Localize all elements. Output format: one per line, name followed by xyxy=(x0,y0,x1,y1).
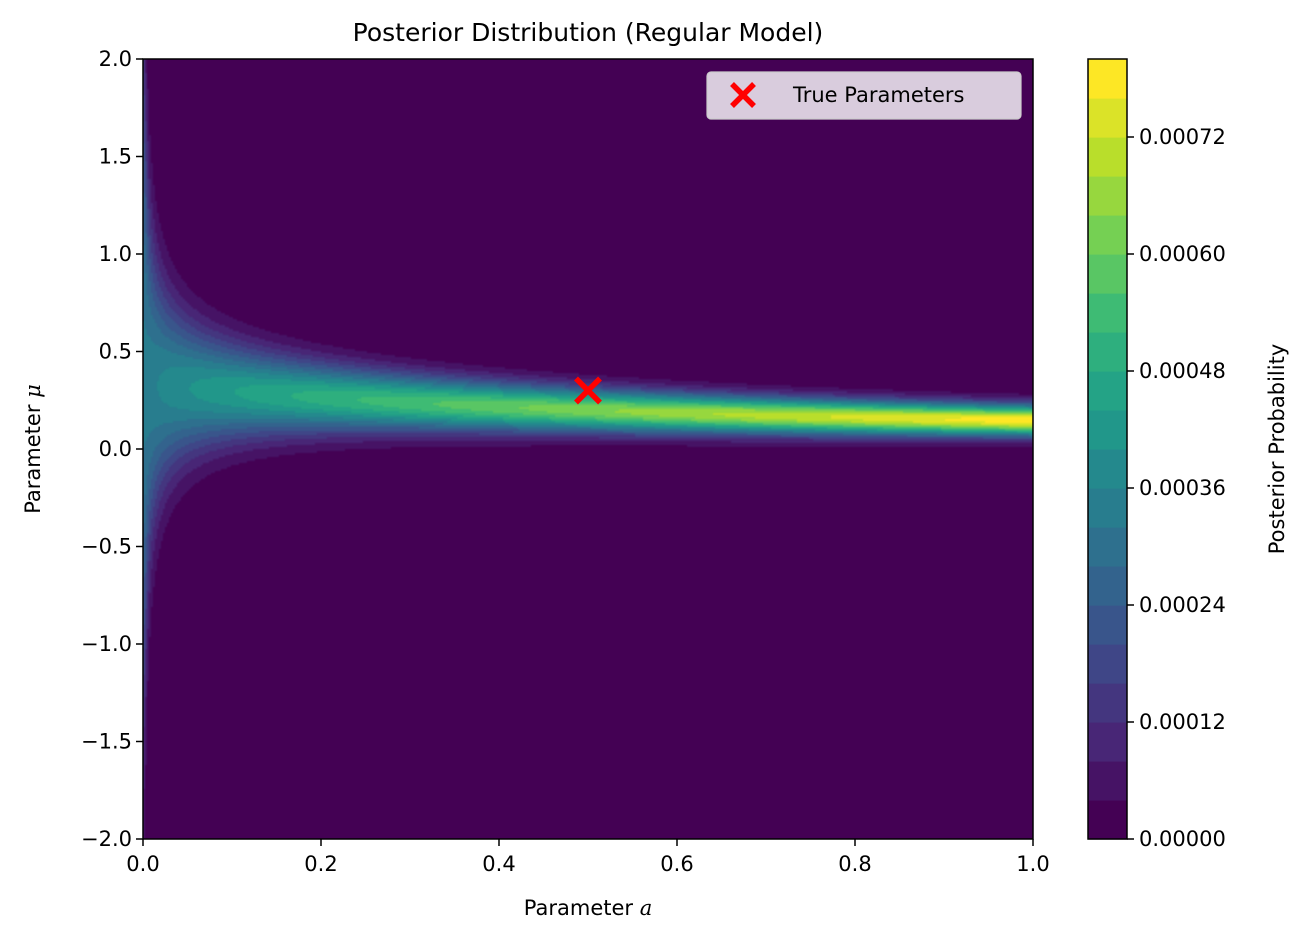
posterior-contour-fill xyxy=(143,59,1033,839)
colorbar-band xyxy=(1088,332,1127,372)
colorbar: 0.00000 0.00012 0.00024 0.00036 0.00048 0.000… xyxy=(1087,58,1289,851)
x-tick-label: 0.2 xyxy=(304,852,337,876)
colorbar-band xyxy=(1088,488,1127,528)
x-axis-label: Parameter a xyxy=(524,896,652,920)
y-tick-label: −0.5 xyxy=(81,535,132,559)
y-tick-label: −1.0 xyxy=(81,632,132,656)
y-tick-label: 1.0 xyxy=(99,242,132,266)
colorbar-label: Posterior Probability xyxy=(1265,344,1289,555)
chart-title: Posterior Distribution (Regular Model) xyxy=(353,18,824,47)
colorbar-band xyxy=(1088,215,1127,255)
x-axis-label-prefix: Parameter xyxy=(524,896,640,920)
x-tick-label: 0.0 xyxy=(126,852,159,876)
legend-marker-icon xyxy=(730,82,756,108)
x-axis: 0.0 0.2 0.4 0.6 0.8 1.0 xyxy=(126,839,1050,876)
colorbar-band xyxy=(1088,566,1127,606)
colorbar-band xyxy=(1088,371,1127,411)
colorbar-tick-label: 0.00012 xyxy=(1139,710,1226,734)
colorbar-band xyxy=(1088,59,1127,99)
y-tick-label: −2.0 xyxy=(81,827,132,851)
colorbar-band xyxy=(1088,605,1127,645)
colorbar-tick-label: 0.00048 xyxy=(1139,359,1226,383)
colorbar-band xyxy=(1088,176,1127,216)
legend-label: True Parameters xyxy=(792,83,964,107)
colorbar-axis: 0.00000 0.00012 0.00024 0.00036 0.00048 0.000… xyxy=(1127,125,1226,851)
x-tick-label: 0.6 xyxy=(660,852,693,876)
y-axis-label-prefix: Parameter xyxy=(21,398,45,514)
colorbar-band xyxy=(1088,644,1127,684)
colorbar-band xyxy=(1088,527,1127,567)
colorbar-band xyxy=(1088,410,1127,450)
colorbar-tick-label: 0.00060 xyxy=(1139,242,1226,266)
marker-stroke-b xyxy=(574,376,602,405)
colorbar-band xyxy=(1088,254,1127,294)
colorbar-frame xyxy=(1087,58,1128,840)
true-parameters-marker xyxy=(574,376,602,405)
colorbar-band xyxy=(1088,761,1127,801)
colorbar-band xyxy=(1088,683,1127,723)
y-tick-label: 0.0 xyxy=(99,437,132,461)
colorbar-tick-label: 0.00024 xyxy=(1139,593,1226,617)
legend-marker-stroke-b xyxy=(730,82,756,108)
x-tick-label: 0.4 xyxy=(482,852,515,876)
y-tick-label: 2.0 xyxy=(99,47,132,71)
legend: True Parameters xyxy=(706,71,1022,120)
plot-area xyxy=(143,59,1033,839)
colorbar-band xyxy=(1088,98,1127,138)
colorbar-tick-label: 0.00072 xyxy=(1139,125,1226,149)
y-tick-label: 0.5 xyxy=(99,340,132,364)
y-tick-label: −1.5 xyxy=(81,730,132,754)
colorbar-bands xyxy=(1088,59,1127,840)
y-axis-label-symbol: μ xyxy=(21,384,45,398)
legend-box xyxy=(706,71,1022,120)
colorbar-tick-label: 0.00036 xyxy=(1139,476,1226,500)
y-tick-label: 1.5 xyxy=(99,145,132,169)
x-axis-label-symbol: a xyxy=(640,896,653,920)
x-tick-label: 0.8 xyxy=(838,852,871,876)
y-axis: −2.0 −1.5 −1.0 −0.5 0.0 0.5 1.0 1.5 2.0 xyxy=(81,47,143,851)
x-tick-label: 1.0 xyxy=(1016,852,1049,876)
colorbar-band xyxy=(1088,137,1127,177)
colorbar-band xyxy=(1088,722,1127,762)
colorbar-tick-label: 0.00000 xyxy=(1139,827,1226,851)
colorbar-band xyxy=(1088,293,1127,333)
y-axis-label: Parameter μ xyxy=(21,384,45,514)
colorbar-band xyxy=(1088,449,1127,489)
colorbar-band xyxy=(1088,800,1127,840)
